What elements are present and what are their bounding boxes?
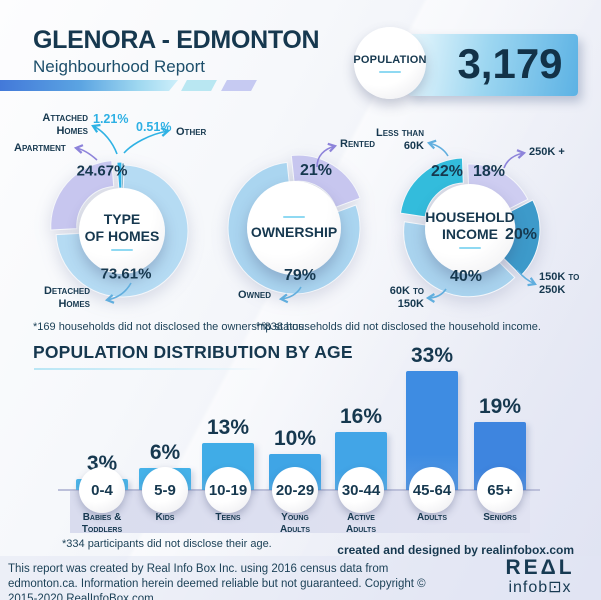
ownership-footnote: *169 households did not disclosed the ow… (33, 321, 307, 333)
decorative-chevron-cyan (181, 80, 217, 91)
age-group-label: Kids (155, 512, 175, 523)
bar-value-label: 16% (339, 405, 383, 429)
age-group-label: Young Adults (279, 512, 311, 535)
donut-title: TYPE OF HOMES (84, 211, 160, 244)
value-attached-homes: 1.21% (93, 112, 129, 126)
donut-household-income (399, 157, 541, 298)
age-group-label: Adults (416, 512, 448, 523)
age-range-badge: 0-4 (79, 467, 125, 513)
age-group-label: Babies & Toddlers (81, 512, 123, 535)
donut-center-household-income: HOUSEHOLD INCOME (425, 184, 515, 274)
footer-band (0, 556, 601, 600)
label-60k-150k: 60K to 150K (389, 285, 424, 310)
population-banner (408, 34, 578, 96)
bar-value-label: 10% (273, 427, 317, 450)
donut-value-label: 22% (430, 163, 464, 180)
donut-value-label: 24.67% (76, 162, 128, 180)
footer-disclaimer: This report was created by Real Info Box… (8, 563, 426, 600)
page-subtitle: Neighbourhood Report (33, 57, 206, 76)
age-range-badge: 45-64 (409, 467, 455, 513)
accent-dash (283, 215, 305, 218)
bar-value-label: 33% (410, 344, 454, 368)
donut-title: HOUSEHOLD INCOME (425, 209, 515, 242)
donut-center-ownership: OWNERSHIP (247, 181, 341, 275)
label-250k-plus: 250K + (529, 146, 565, 158)
arrow-other (123, 127, 171, 154)
age-range-badge: 65+ (477, 467, 523, 513)
age-section-underline (34, 368, 264, 370)
realinfobox-logo: REΔL infob⊡x (498, 556, 582, 597)
donut-value-label: 21% (299, 162, 333, 179)
age-section-title: POPULATION DISTRIBUTION BY AGE (33, 342, 353, 362)
age-range-badge: 20-29 (272, 467, 318, 513)
bar-value-label: 19% (478, 394, 522, 418)
age-range-badge: 30-44 (338, 467, 384, 513)
accent-dash (379, 70, 401, 73)
income-footnote: **838 households did not disclosed the h… (256, 321, 541, 333)
label-detached-homes: Detached Homes (43, 285, 90, 310)
donut-value-label: 18% (472, 163, 506, 180)
accent-dash (459, 246, 481, 249)
donut-center-type-of-homes: TYPE OF HOMES (79, 188, 165, 274)
accent-dash (111, 248, 133, 251)
label-owned: Owned (238, 289, 271, 301)
label-attached-homes: Attached Homes (42, 112, 88, 137)
bar-value-label: 13% (206, 416, 250, 440)
label-rented: Rented (340, 138, 376, 150)
donut-slice-less-than-60k (399, 157, 464, 218)
arrow-attached-homes (91, 123, 118, 155)
donut-title: OWNERSHIP (250, 223, 338, 240)
donut-slice-apartment (50, 160, 115, 231)
label-apartment: Apartment (14, 142, 66, 154)
label-150k-250k: 150K to 250K (539, 271, 580, 296)
decorative-chevron-lavender (221, 80, 257, 91)
age-group-label: Teens (215, 512, 241, 523)
page-title: GLENORA - EDMONTON (33, 26, 320, 54)
age-range-badge: 5-9 (142, 467, 188, 513)
donut-value-label: 40% (449, 268, 483, 285)
donut-value-label: 73.61% (100, 265, 152, 283)
population-label: POPULATION (353, 53, 427, 66)
credit-line: created and designed by realinfobox.com (337, 543, 574, 557)
age-range-badge: 10-19 (205, 467, 251, 513)
logo-real: REΔL (505, 556, 575, 579)
logo-infobox: infob⊡x (508, 579, 572, 596)
label-other: Other (176, 126, 207, 138)
bar-value-label: 6% (149, 441, 181, 465)
population-value: 3,179 (457, 40, 563, 87)
decorative-gradient-bar (0, 80, 178, 91)
donut-value-label: 79% (283, 267, 317, 284)
value-other: 0.51% (136, 120, 172, 134)
label-less-60k: Less than 60K (375, 127, 424, 152)
donut-value-label: 20% (504, 226, 538, 243)
age-group-label: Seniors (483, 512, 517, 523)
population-badge: POPULATION (353, 27, 427, 99)
age-group-label: Active Adults (345, 512, 377, 535)
age-footnote: *334 participants did not disclose their… (62, 538, 272, 550)
